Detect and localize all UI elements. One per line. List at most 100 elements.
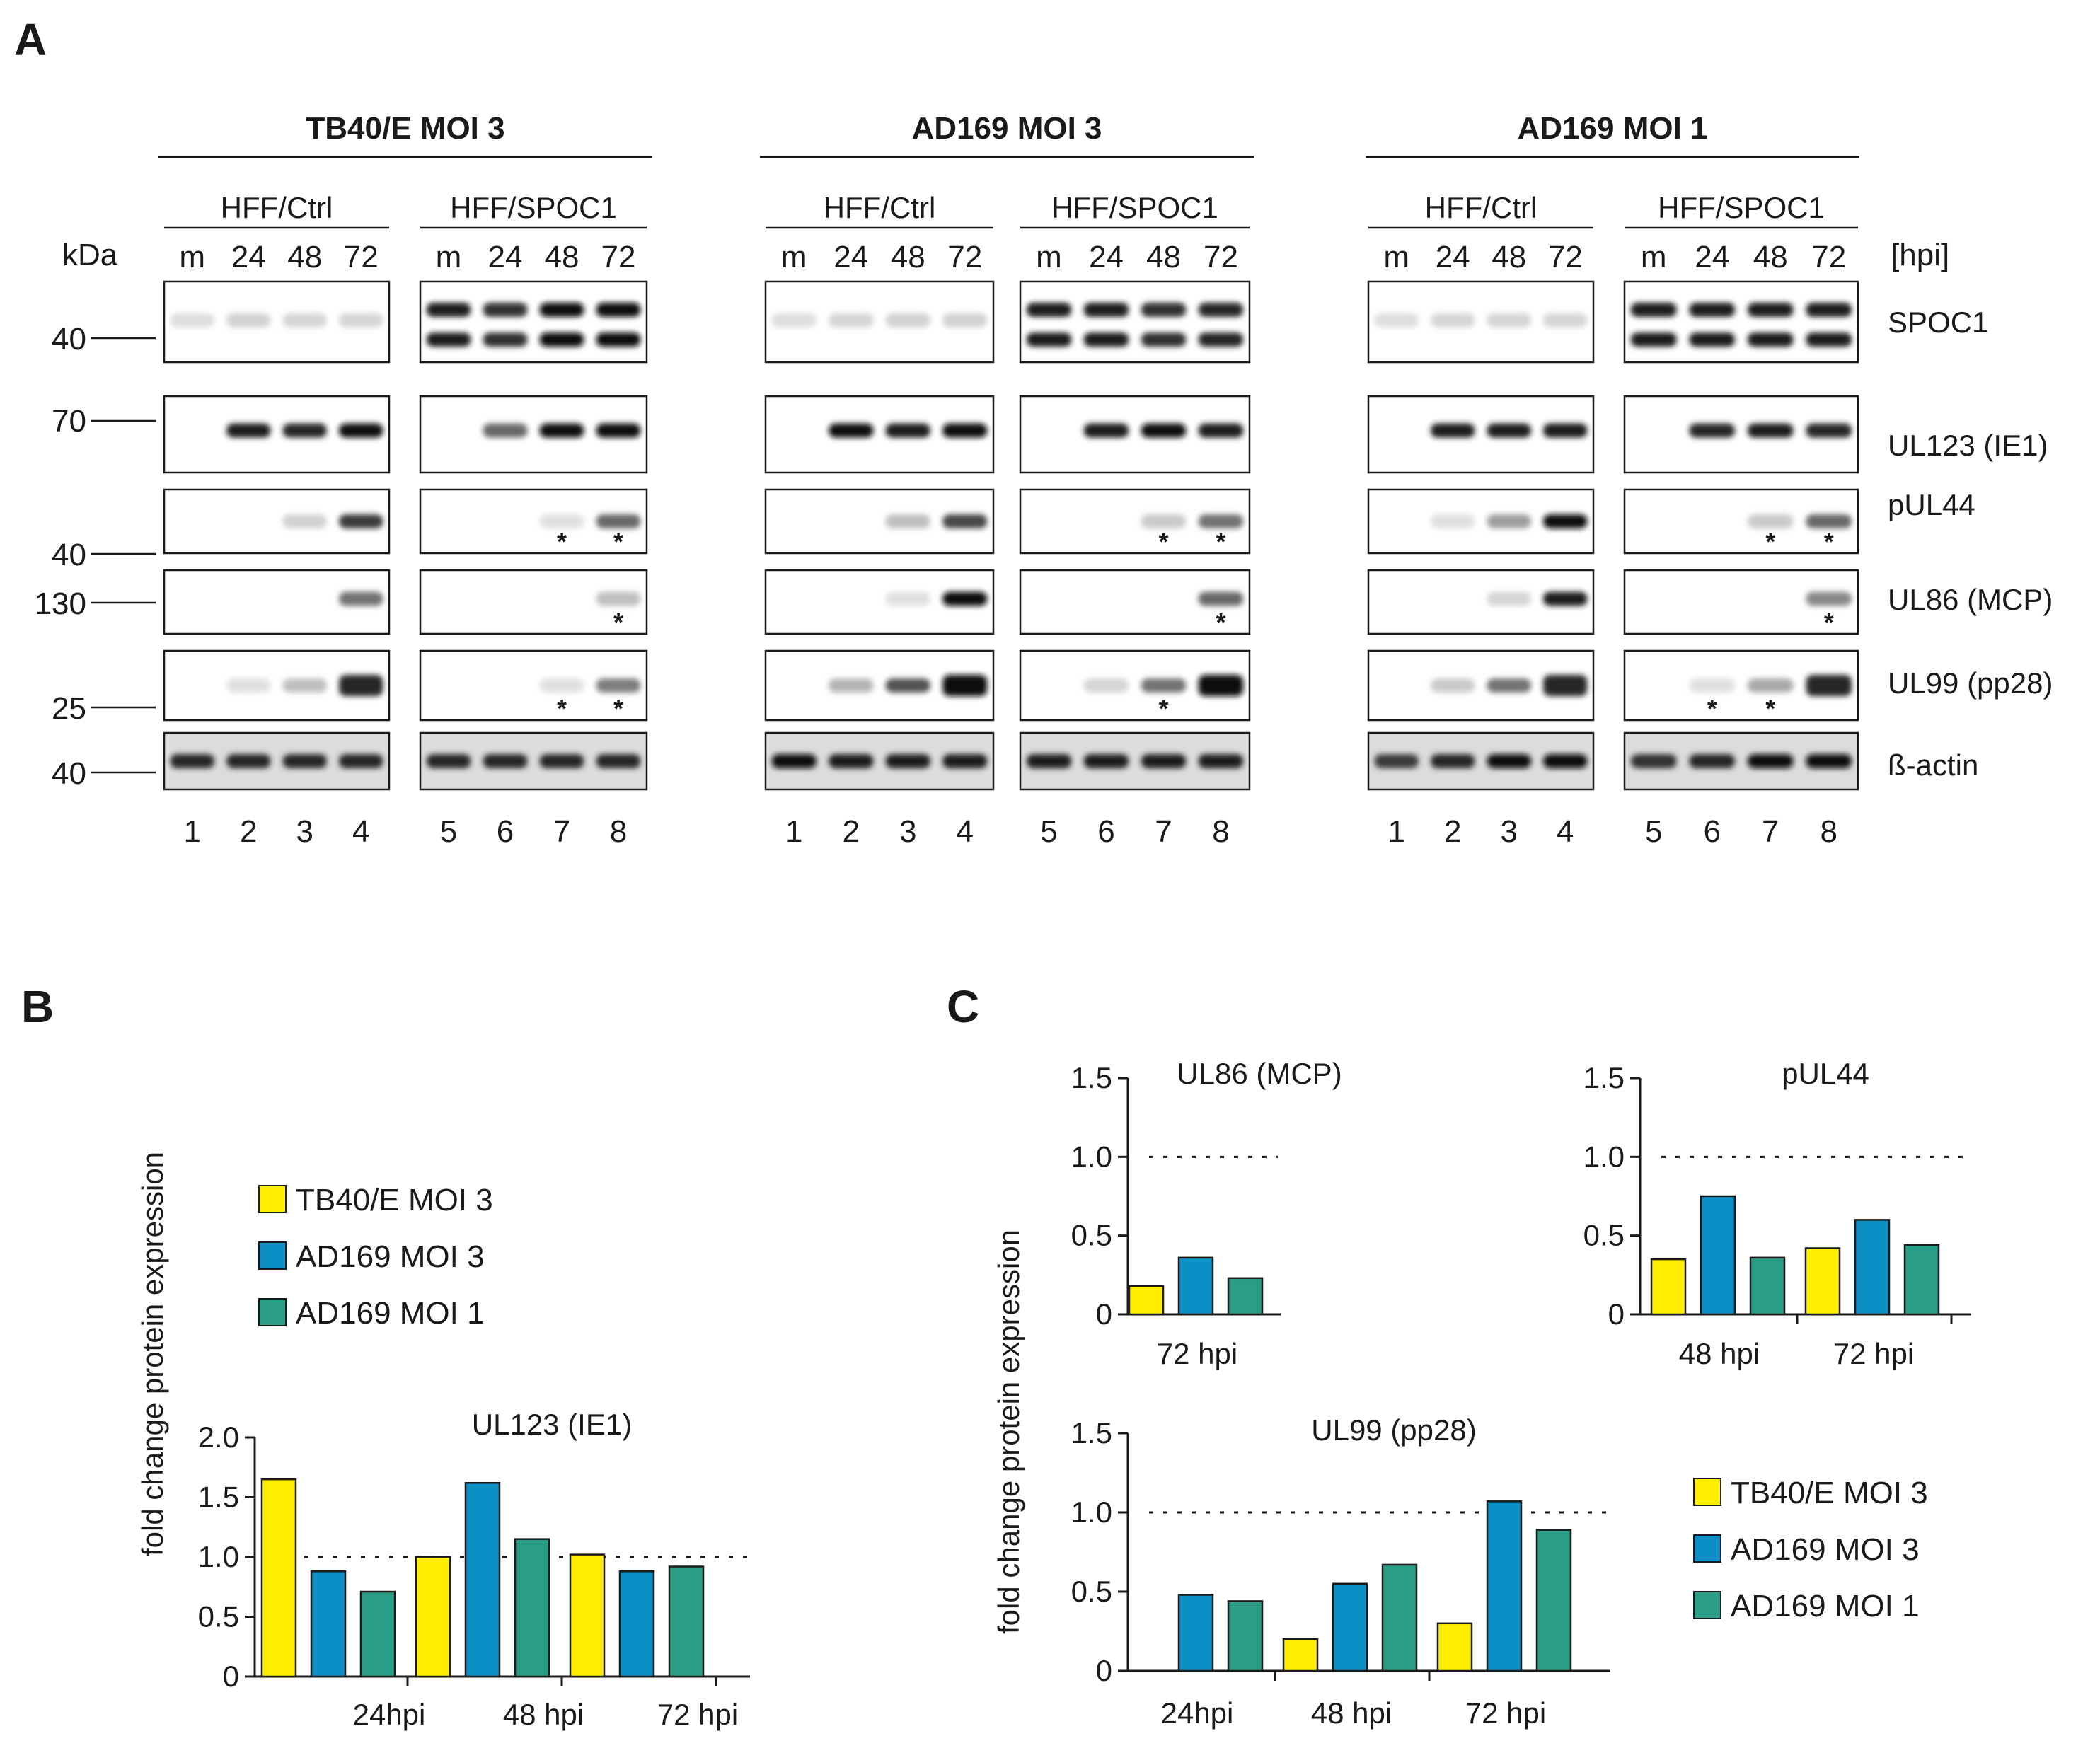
blot-band [1748,754,1794,768]
bar [1854,1219,1891,1316]
blot-band [1431,678,1475,693]
lane-number: 2 [1444,814,1461,849]
blot-band [942,313,988,328]
bar [1749,1256,1786,1316]
protein-label-ul86: UL86 (MCP) [1888,583,2053,616]
blot-band [539,302,584,317]
blot-band [1748,423,1794,438]
mw-marker: 40 [52,322,86,357]
blot-frame [1019,488,1251,555]
blot-band [1487,591,1531,606]
blot-band [885,423,930,438]
blot-frame [1623,280,1859,364]
cell-line-label: HFF/Ctrl [1425,191,1538,224]
panel-letter-b: B [21,981,54,1032]
blot-band [1141,302,1187,317]
blot-band [1689,423,1735,438]
asterisk: * [613,694,623,723]
lane-number: 1 [184,814,201,849]
blot-band [1141,754,1187,768]
blot-band [226,678,271,693]
blot-band [1748,514,1794,528]
lane-header: 48 [1492,240,1526,274]
mw-marker: 70 [52,404,86,439]
blot-band [1631,332,1677,347]
blot-band [596,302,641,317]
lane-number: 4 [1557,814,1574,849]
blot-band [1374,754,1419,768]
blot-band [829,678,874,693]
blot-band [885,754,930,768]
lane-number: 5 [1040,814,1057,849]
condition-title: AD169 MOI 1 [1518,111,1708,146]
protein-label-ul99: UL99 (pp28) [1888,666,2053,700]
asterisk: * [1216,527,1225,556]
bar [1332,1582,1368,1672]
blot-band [942,514,988,528]
cell-line-label: HFF/Ctrl [824,191,936,224]
y-tick-label: 1.5 [198,1481,239,1514]
blot-band [596,678,641,693]
blot-band [339,313,383,328]
legend-swatch-tb40e [1693,1478,1721,1506]
y-tick-label: 0 [1096,1654,1112,1687]
blot-band [1198,591,1244,606]
blot-frame [419,280,648,364]
bar [1128,1285,1165,1316]
lane-header: 24 [231,240,266,274]
bar-chart: UL99 (pp28) 0 0.5 1.0 1.5 24hpi 48 hpi 72 hpi [1071,1413,1610,1730]
blot-band [596,591,641,606]
bar [668,1565,705,1678]
bar [1177,1256,1214,1316]
cell-line-label: HFF/Ctrl [221,191,333,224]
legend-swatch-ad169-moi1 [258,1298,287,1326]
x-category-label: 72 hpi [1833,1337,1914,1370]
x-category-label: 72 hpi [1465,1696,1546,1730]
asterisk: * [1216,608,1225,637]
y-tick-label: 1.0 [1583,1140,1625,1173]
legend-label: AD169 MOI 3 [296,1239,485,1274]
blot-band [539,678,584,693]
lane-header: 24 [488,240,523,274]
chart-title: pUL44 [1782,1057,1869,1090]
x-category-label: 24hpi [353,1698,426,1731]
blot-band [282,514,327,528]
blot-band [1689,678,1735,693]
lane-header: 72 [1811,240,1846,274]
legend-label: AD169 MOI 1 [296,1296,485,1331]
lane-header: m [1641,240,1667,274]
blot-band [1198,514,1244,528]
blot-band [885,313,930,328]
mw-marker: 25 [52,691,86,726]
protein-labels: SPOC1 UL123 (IE1) pUL44 UL86 (MCP) UL99 … [1888,306,2053,782]
bar [1177,1594,1214,1672]
bar-chart: pUL44 0 0.5 1.0 1.5 48 hpi 72 hpi [1583,1057,1971,1370]
blot-group: AD169 MOI 1HFF/Ctrlm1242483724HFF/SPOC1m… [1366,111,1859,849]
blot-band [1198,332,1244,347]
blot-band [426,754,471,768]
panel-letter-a: A [14,14,47,65]
blot-group: TB40/E MOI 3HFF/Ctrlm1242483724HFF/SPOC1… [158,111,652,849]
blot-band [1806,332,1852,347]
blot-band [226,313,271,328]
blot-band [1198,302,1244,317]
lane-header: m [781,240,807,274]
condition-title: TB40/E MOI 3 [306,111,504,146]
lane-header: 48 [1753,240,1788,274]
lane-header: m [1383,240,1409,274]
legend-swatch-ad169-moi1 [1693,1591,1721,1619]
lane-number: 1 [1388,814,1405,849]
blot-band [339,754,383,768]
blot-band [1083,678,1129,693]
blot-band [1026,302,1072,317]
blot-band [483,754,528,768]
asterisk: * [613,527,623,556]
blot-band [483,332,528,347]
bar [359,1590,396,1678]
bar [1804,1247,1841,1316]
lane-number: 7 [553,814,570,849]
lane-header: 48 [287,240,322,274]
lane-header: 72 [1548,240,1583,274]
